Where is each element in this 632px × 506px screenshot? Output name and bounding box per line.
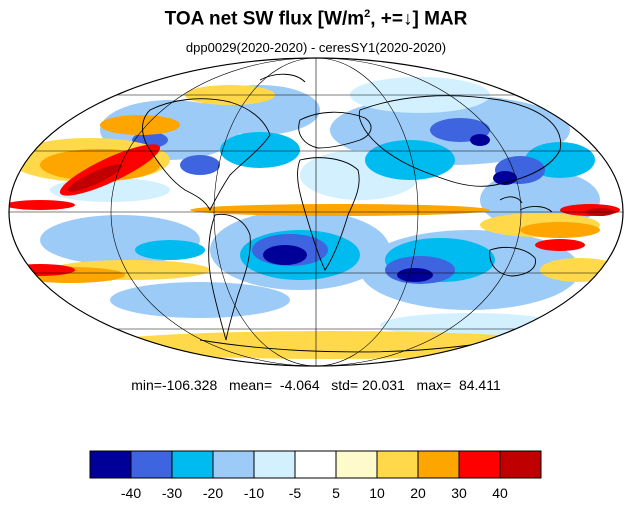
colorbar-labels: -40 -30 -20 -10 -5 5 10 20 30 40: [121, 485, 508, 501]
colorbar-swatch: [458, 450, 501, 479]
colorbar-tick-label: 5: [332, 485, 340, 501]
colorbar-swatch: [89, 450, 132, 479]
stat-min-label: min=: [131, 377, 162, 393]
coastlines: [142, 73, 562, 353]
title-suffix: , +=↓] MAR: [370, 8, 468, 30]
colorbar-swatch: [253, 450, 296, 479]
title-superscript: 2: [364, 8, 371, 20]
colorbar-tick-label: -40: [121, 485, 141, 501]
figure-subtitle: dpp0029(2020-2020) - ceresSY1(2020-2020): [185, 40, 447, 55]
map-border: [8, 57, 624, 367]
map-field: [9, 58, 623, 366]
colorbar-tick-label: -5: [289, 485, 302, 501]
colorbar-tick-label: 20: [410, 485, 426, 501]
stat-min-value: -106.328: [161, 377, 218, 393]
colorbar-tick-label: -10: [244, 485, 264, 501]
colorbar-swatch: [335, 450, 378, 479]
navy-field: [263, 134, 517, 282]
stat-mean-label: mean=: [228, 377, 273, 393]
colorbar-tick-label: -20: [203, 485, 223, 501]
colorbar-swatch: [417, 450, 460, 479]
stat-std-label: std=: [331, 377, 359, 393]
stat-mean-value: -4.064: [279, 377, 320, 393]
stat-max-label: max=: [416, 377, 452, 393]
colorbar-tick-label: 10: [369, 485, 385, 501]
colorbar-swatch: [130, 450, 173, 479]
stat-max-value: 84.411: [458, 377, 501, 393]
stat-std-value: 20.031: [362, 377, 405, 393]
colorbar-swatch: [212, 450, 255, 479]
statistics-line: min=-106.328 mean= -4.064 std= 20.031 ma…: [0, 377, 632, 393]
title-prefix: TOA net SW flux [W/m: [164, 8, 365, 30]
colorbar-swatch: [294, 450, 337, 479]
colorbar-swatch: [171, 450, 214, 479]
colorbar-tick-label: 40: [492, 485, 508, 501]
colorbar-tick-label: -30: [162, 485, 182, 501]
figure-title: TOA net SW flux [W/m2, +=↓] MAR: [0, 8, 632, 30]
colorbar-swatch: [376, 450, 419, 479]
colorbar-tick-label: 30: [451, 485, 467, 501]
colorbar-swatch: [499, 450, 542, 479]
colorbar-boxes: [89, 450, 542, 479]
